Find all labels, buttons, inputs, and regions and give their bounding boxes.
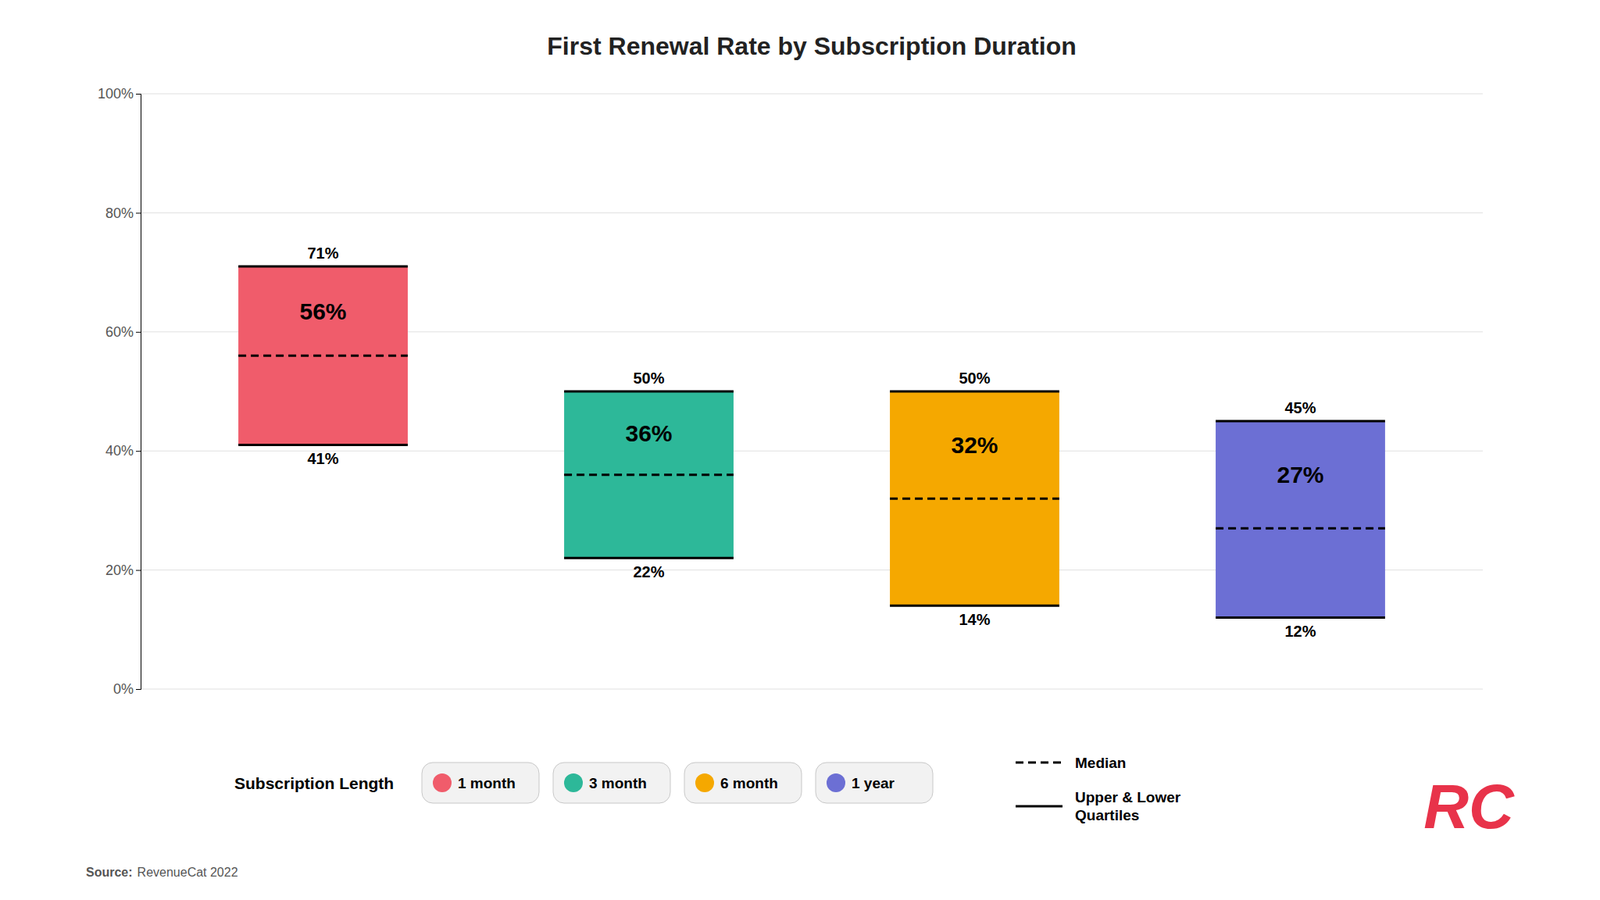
y-tick-mark xyxy=(135,570,141,572)
upper-label: 50% xyxy=(958,369,990,387)
legend-label: 6 month xyxy=(720,775,779,792)
source: Source: RevenueCat 2022 xyxy=(85,865,239,879)
lower-quartile-line xyxy=(889,604,1060,608)
logo: RC xyxy=(1423,771,1515,842)
legend-label: 1 year xyxy=(851,775,896,792)
upper-quartile-line xyxy=(889,390,1060,393)
data-labels: 56% 36% 32% 27% 71% 41% 50% 22% 50% 14% 45% 12% xyxy=(299,244,1324,640)
grid-line xyxy=(140,212,1483,214)
source-label: Source: xyxy=(85,865,133,879)
lower-quartile-line xyxy=(564,557,734,560)
box xyxy=(564,391,734,558)
legend-item: Upper & LowerQuartiles xyxy=(1015,789,1182,824)
legend-line xyxy=(1015,761,1063,765)
y-tick: 80% xyxy=(105,205,141,222)
y-tick-label: 60% xyxy=(105,324,134,340)
y-axis: 0% 20% 40% 60% 80% 100% xyxy=(97,85,142,697)
legend: Subscription Length 1 month 3 month 6 month… xyxy=(234,754,1182,825)
upper-label: 50% xyxy=(632,369,665,387)
y-tick-mark xyxy=(135,450,141,452)
grid-line xyxy=(140,93,1483,95)
grid-line xyxy=(140,689,1483,690)
y-tick: 0% xyxy=(113,681,141,697)
lower-quartile-line xyxy=(238,443,408,447)
y-tick: 100% xyxy=(97,85,141,102)
legend-swatch xyxy=(826,773,846,793)
lower-label: 22% xyxy=(632,563,665,581)
y-tick-label: 100% xyxy=(97,85,134,102)
box xyxy=(1215,421,1386,618)
y-tick: 40% xyxy=(105,442,141,459)
legend-title: Subscription Length xyxy=(234,774,394,793)
legend-line xyxy=(1015,805,1063,808)
legend-item: Median xyxy=(1015,754,1126,772)
legend-swatch xyxy=(695,773,715,793)
y-tick: 60% xyxy=(105,324,141,340)
legend-label: Median xyxy=(1075,754,1126,772)
y-tick-label: 40% xyxy=(105,442,134,459)
median-label: 36% xyxy=(625,420,672,447)
legend-pill xyxy=(684,762,802,804)
y-tick: 20% xyxy=(105,562,141,579)
legend-swatch xyxy=(564,773,583,793)
box xyxy=(889,391,1060,606)
marks xyxy=(238,266,1386,618)
grid xyxy=(140,93,1483,690)
legend-pill xyxy=(553,762,671,804)
title: First Renewal Rate by Subscription Durat… xyxy=(546,32,1076,61)
upper-label: 71% xyxy=(307,244,339,262)
legend-swatch xyxy=(432,773,452,793)
median-label: 56% xyxy=(299,298,347,325)
lower-label: 41% xyxy=(307,450,339,468)
upper-quartile-line xyxy=(238,264,408,268)
legend-label: Upper & LowerQuartiles xyxy=(1075,789,1182,824)
y-tick-label: 80% xyxy=(105,205,134,222)
median-line xyxy=(238,354,408,358)
y-tick-label: 0% xyxy=(113,681,134,697)
legend-item: 6 month xyxy=(684,762,802,804)
source-text: RevenueCat 2022 xyxy=(137,865,239,879)
legend-pill xyxy=(421,762,540,804)
y-axis-line xyxy=(135,94,142,690)
y-tick-mark xyxy=(135,212,141,214)
upper-quartile-line xyxy=(1215,420,1386,423)
upper-quartile-line xyxy=(564,390,734,393)
chart: First Renewal Rate by Subscription Durat… xyxy=(0,0,1600,900)
lower-label: 14% xyxy=(958,610,990,629)
legend-item: 3 month xyxy=(553,762,671,804)
upper-label: 45% xyxy=(1284,399,1316,417)
median-line xyxy=(1215,527,1386,530)
y-tick-mark xyxy=(135,689,141,690)
median-label: 32% xyxy=(950,432,998,458)
legend-item: 1 month xyxy=(421,762,540,804)
y-tick-label: 20% xyxy=(105,562,134,579)
legend-pill xyxy=(815,762,933,804)
y-tick-mark xyxy=(135,332,141,333)
median-line xyxy=(564,473,734,476)
lower-quartile-line xyxy=(1215,616,1386,619)
lower-label: 12% xyxy=(1284,622,1316,640)
legend-label: 3 month xyxy=(589,775,647,792)
box xyxy=(238,266,408,446)
legend-label: 1 month xyxy=(457,775,516,792)
legend-item: 1 year xyxy=(815,762,933,804)
y-tick-mark xyxy=(135,93,141,95)
median-label: 27% xyxy=(1276,461,1324,488)
median-line xyxy=(889,497,1060,500)
